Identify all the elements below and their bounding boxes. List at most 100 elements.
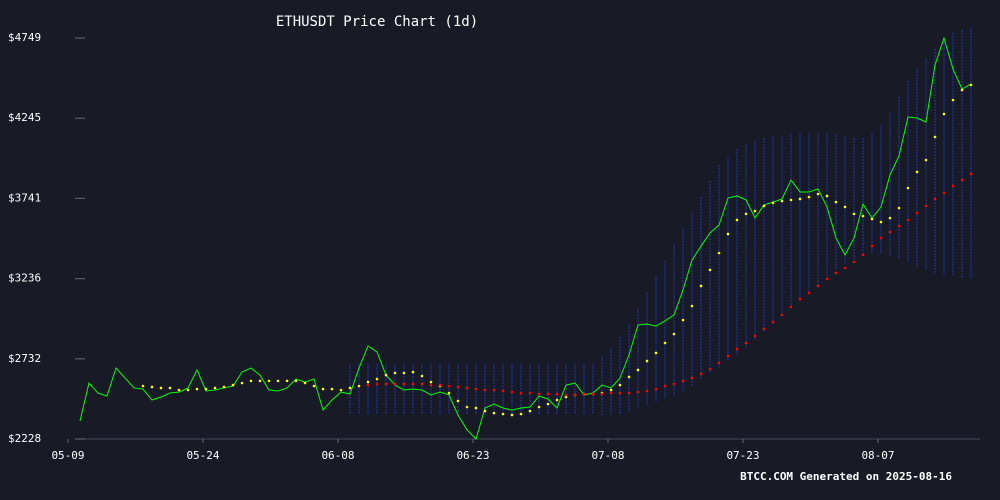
ma-dot: [969, 172, 973, 176]
ma-dot: [708, 367, 712, 371]
ma-dot: [357, 384, 361, 388]
ma-dot: [636, 368, 640, 372]
ma-dot: [825, 194, 829, 198]
ma-dot: [447, 384, 451, 388]
ma-dot: [672, 382, 676, 386]
ma-dot: [519, 412, 523, 416]
ma-dot: [798, 297, 802, 301]
ma-dot: [744, 341, 748, 345]
chart-title: ETHUSDT Price Chart (1d): [276, 14, 478, 30]
ma-dot: [591, 392, 595, 396]
ma-dot: [897, 206, 901, 210]
ma-dot: [924, 204, 928, 208]
y-tick-label: $2228: [8, 432, 41, 445]
ma-dot: [951, 184, 955, 188]
ma-dot: [240, 381, 244, 385]
ma-dot: [366, 383, 370, 387]
ma-dot: [843, 266, 847, 270]
ma-dot: [825, 277, 829, 281]
y-tick-label: $3236: [8, 272, 41, 285]
ma-dot: [411, 382, 415, 386]
ma-dot: [204, 387, 208, 391]
ma-dot: [555, 398, 559, 402]
ma-dot: [636, 390, 640, 394]
ma-dot: [555, 392, 559, 396]
x-tick-label: 07-23: [726, 449, 759, 462]
ma-dot: [141, 384, 145, 388]
ma-dot: [726, 354, 730, 358]
x-tick-label: 06-23: [456, 449, 489, 462]
ma-dot: [312, 384, 316, 388]
ma-dot: [447, 391, 451, 395]
ma-dot: [789, 305, 793, 309]
x-tick-label: 07-08: [591, 449, 624, 462]
ma-dot: [735, 218, 739, 222]
ma-dot: [879, 236, 883, 240]
y-tick-label: $4245: [8, 111, 41, 124]
price-line: [79, 36, 972, 440]
ma-dot: [681, 318, 685, 322]
ma-dot: [528, 409, 532, 413]
ma-dot: [195, 387, 199, 391]
ma-dot: [852, 212, 856, 216]
ma-dot: [672, 332, 676, 336]
ma-dot: [915, 211, 919, 215]
ma-dot: [186, 388, 190, 392]
ma-dot: [393, 371, 397, 375]
ma-dot: [384, 373, 388, 377]
ma-dot: [303, 381, 307, 385]
y-tick-label: $2732: [8, 352, 41, 365]
band-layer: [349, 26, 972, 415]
ma-dot: [222, 385, 226, 389]
ma-dot: [834, 200, 838, 204]
ma-dot: [420, 382, 424, 386]
ma-dot: [771, 320, 775, 324]
ma-dot: [699, 372, 703, 376]
ma-dot: [474, 406, 478, 410]
ma-dot: [852, 260, 856, 264]
ma-dot: [843, 205, 847, 209]
ma-dot: [402, 371, 406, 375]
ma-dot: [321, 387, 325, 391]
ma-dot: [258, 379, 262, 383]
ma-dot: [609, 391, 613, 395]
ma-dot: [834, 271, 838, 275]
ma-dot: [654, 387, 658, 391]
ma-dot: [906, 186, 910, 190]
ma-dot: [780, 313, 784, 317]
ma-dot: [933, 197, 937, 201]
ma-dot: [663, 341, 667, 345]
ma-dot: [762, 327, 766, 331]
ma-dot: [501, 389, 505, 393]
ma-dot: [870, 244, 874, 248]
ma-dot: [618, 391, 622, 395]
ma-dot: [609, 388, 613, 392]
ma-dot: [753, 209, 757, 213]
ma-dot: [690, 376, 694, 380]
ma-dot: [744, 212, 748, 216]
ma-dot: [168, 386, 172, 390]
ma-dot: [393, 382, 397, 386]
ma-dot: [816, 284, 820, 288]
ma-dot: [663, 384, 667, 388]
ma-dot: [249, 379, 253, 383]
ma-dot: [933, 135, 937, 139]
ma-dot: [735, 347, 739, 351]
ma-dot: [150, 385, 154, 389]
ma-dot: [951, 98, 955, 102]
ma-dot: [177, 388, 181, 392]
ma-dot: [501, 412, 505, 416]
ma-dot: [411, 370, 415, 374]
ma-dot: [870, 217, 874, 221]
ma-dot: [879, 220, 883, 224]
ma-dot: [510, 390, 514, 394]
x-tick-label: 08-07: [861, 449, 894, 462]
ma-dot: [348, 386, 352, 390]
ma-dot: [753, 334, 757, 338]
footer: BTCC.COM Generated on 2025-08-16: [740, 470, 952, 483]
ma-dot: [492, 411, 496, 415]
x-tick-label: 05-24: [186, 449, 219, 462]
ma-dot: [771, 201, 775, 205]
